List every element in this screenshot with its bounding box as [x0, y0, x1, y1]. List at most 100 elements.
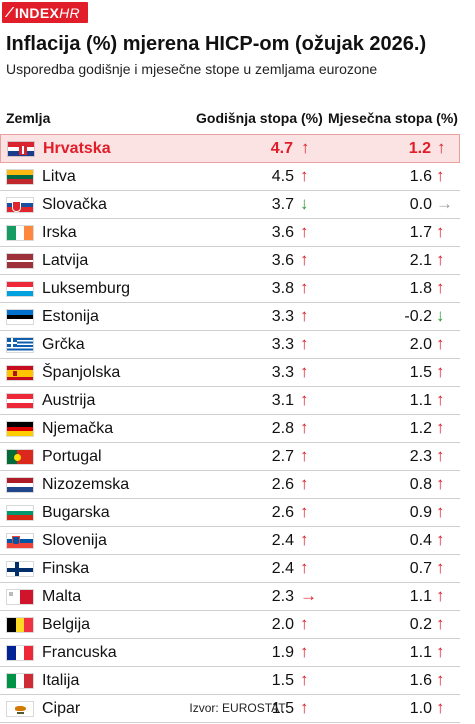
country-name: Latvija	[42, 252, 89, 269]
annual-rate: 2.3	[271, 588, 294, 605]
annual-rate: 3.6	[271, 224, 294, 241]
monthly-rate: 1.7	[409, 224, 432, 241]
finland-flag-icon	[6, 561, 34, 577]
table-row: Belgija 2.0 ↑ 0.2 ↑	[0, 611, 460, 639]
belgium-flag-icon	[6, 617, 34, 633]
monthly-rate: 1.8	[409, 280, 432, 297]
italy-flag-icon	[6, 673, 34, 689]
country-name: Slovenija	[42, 532, 107, 549]
annual-rate: 1.5	[271, 672, 294, 689]
monthly-rate: 2.1	[409, 252, 432, 269]
table-row: Litva 4.5 ↑ 1.6 ↑	[0, 163, 460, 191]
arrow-up-icon: ↑	[300, 222, 309, 241]
arrow-up-icon: ↑	[300, 530, 309, 549]
table-row: Malta 2.3 → 1.1 ↑	[0, 583, 460, 611]
arrow-up-icon: ↑	[300, 642, 309, 661]
country-name: Austrija	[42, 392, 96, 409]
table-row: Luksemburg 3.8 ↑ 1.8 ↑	[0, 275, 460, 303]
table-row: Španjolska 3.3 ↑ 1.5 ↑	[0, 359, 460, 387]
table-row: Cipar 1.5 ↑ 1.0 ↑	[0, 695, 460, 723]
monthly-rate: 1.0	[409, 700, 432, 717]
arrow-down-icon: ↓	[300, 194, 309, 213]
latvia-flag-icon	[6, 253, 34, 269]
arrow-up-icon: ↑	[300, 390, 309, 409]
arrow-up-icon: ↑	[300, 558, 309, 577]
monthly-rate: 0.0	[409, 196, 432, 213]
table-row: Estonija 3.3 ↑ -0.2 ↓	[0, 303, 460, 331]
monthly-rate: 0.4	[409, 532, 432, 549]
estonia-flag-icon	[6, 309, 34, 325]
country-name: Irska	[42, 224, 77, 241]
country-name: Italija	[42, 672, 80, 689]
indexhr-logo[interactable]: ⁄ INDEX HR	[2, 2, 88, 23]
monthly-rate: 1.6	[409, 168, 432, 185]
arrow-up-icon: ↑	[436, 642, 445, 661]
arrow-up-icon: ↑	[436, 670, 445, 689]
arrow-up-icon: ↑	[436, 698, 445, 717]
annual-rate: 3.3	[271, 308, 294, 325]
germany-flag-icon	[6, 421, 34, 437]
greece-flag-icon	[6, 337, 34, 353]
slovakia-flag-icon	[6, 197, 34, 213]
country-name: Grčka	[42, 336, 85, 353]
table-row: Slovačka 3.7 ↓ 0.0 →	[0, 191, 460, 219]
arrow-up-icon: ↑	[300, 306, 309, 325]
arrow-up-icon: ↑	[301, 138, 310, 157]
country-name: Francuska	[42, 644, 117, 661]
country-name: Slovačka	[42, 196, 107, 213]
annual-rate: 3.3	[271, 336, 294, 353]
annual-rate: 3.3	[271, 364, 294, 381]
table-row: Portugal 2.7 ↑ 2.3 ↑	[0, 443, 460, 471]
country-name: Španjolska	[42, 364, 121, 381]
table-row: Irska 3.6 ↑ 1.7 ↑	[0, 219, 460, 247]
country-name: Luksemburg	[42, 280, 131, 297]
monthly-rate: 0.2	[409, 616, 432, 633]
annual-rate: 1.5	[271, 700, 294, 717]
arrow-up-icon: ↑	[436, 474, 445, 493]
monthly-rate: 1.1	[409, 644, 432, 661]
luxembourg-flag-icon	[6, 281, 34, 297]
portugal-flag-icon	[6, 449, 34, 465]
annual-rate: 4.7	[270, 140, 293, 157]
ireland-flag-icon	[6, 225, 34, 241]
country-name: Cipar	[42, 700, 81, 717]
page-subtitle: Usporedba godišnje i mjesečne stope u ze…	[6, 61, 378, 77]
arrow-up-icon: ↑	[436, 250, 445, 269]
logo-main: INDEX	[14, 4, 60, 21]
arrow-up-icon: ↑	[300, 446, 309, 465]
monthly-rate: 0.9	[409, 504, 432, 521]
country-name: Njemačka	[42, 420, 114, 437]
annual-rate: 2.7	[271, 448, 294, 465]
annual-rate: 1.9	[271, 644, 294, 661]
table-row: Njemačka 2.8 ↑ 1.2 ↑	[0, 415, 460, 443]
table-row: Francuska 1.9 ↑ 1.1 ↑	[0, 639, 460, 667]
country-name: Belgija	[42, 616, 91, 633]
arrow-up-icon: ↑	[300, 334, 309, 353]
table-row: Slovenija 2.4 ↑ 0.4 ↑	[0, 527, 460, 555]
table-row: Grčka 3.3 ↑ 2.0 ↑	[0, 331, 460, 359]
country-name: Hrvatska	[43, 140, 111, 157]
annual-rate: 2.8	[271, 420, 294, 437]
arrow-up-icon: ↑	[300, 502, 309, 521]
arrow-right-icon: →	[300, 586, 317, 605]
arrow-up-icon: ↑	[436, 558, 445, 577]
logo-slash-icon: ⁄	[8, 4, 11, 21]
monthly-rate: 1.1	[409, 392, 432, 409]
arrow-up-icon: ↑	[437, 138, 446, 157]
croatia-flag-icon	[7, 141, 35, 157]
arrow-up-icon: ↑	[436, 166, 445, 185]
arrow-up-icon: ↑	[300, 474, 309, 493]
arrow-up-icon: ↑	[300, 698, 309, 717]
bulgaria-flag-icon	[6, 505, 34, 521]
table-header: Zemlja Godišnja stopa (%) Mjesečna stopa…	[0, 104, 458, 130]
country-name: Portugal	[42, 448, 102, 465]
lithuania-flag-icon	[6, 169, 34, 185]
column-header-country: Zemlja	[6, 110, 51, 126]
arrow-right-icon: →	[436, 194, 453, 213]
table-row: Hrvatska 4.7 ↑ 1.2 ↑	[0, 134, 460, 163]
country-name: Litva	[42, 168, 76, 185]
arrow-up-icon: ↑	[300, 614, 309, 633]
monthly-rate: 1.5	[409, 364, 432, 381]
france-flag-icon	[6, 645, 34, 661]
annual-rate: 3.6	[271, 252, 294, 269]
